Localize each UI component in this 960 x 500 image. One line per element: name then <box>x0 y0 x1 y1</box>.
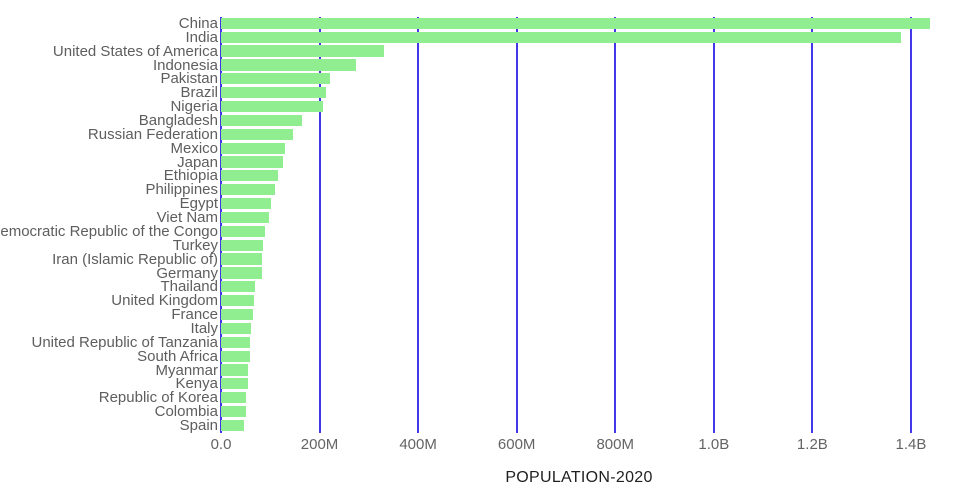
bar-iran-islamic-republic-of <box>221 253 263 265</box>
ylabel-myanmar: Myanmar <box>155 362 218 379</box>
xtick-0-0: 0.0 <box>210 436 232 453</box>
bar-republic-of-korea <box>221 392 247 404</box>
ylabel-thailand: Thailand <box>160 279 218 296</box>
bar-bangladesh <box>221 114 303 126</box>
bar-italy <box>221 322 251 334</box>
bar-democratic-republic-of-the-congo <box>221 225 266 237</box>
bar-united-republic-of-tanzania <box>221 336 251 348</box>
ylabel-pakistan: Pakistan <box>160 71 218 88</box>
ylabel-ethiopia: Ethiopia <box>163 168 218 185</box>
xtick-400m: 400M <box>399 436 437 453</box>
bar-kenya <box>221 378 248 390</box>
bar-pakistan <box>221 73 330 85</box>
ylabel-philippines: Philippines <box>145 182 218 199</box>
ylabel-united-states-of-america: United States of America <box>52 43 218 60</box>
ylabel-spain: Spain <box>179 418 218 435</box>
ylabel-turkey: Turkey <box>172 237 218 254</box>
x-axis: 0.0 200M 400M 600M 800M 1.0B 1.2B 1.4B <box>0 436 960 456</box>
gridline-800m <box>614 17 617 433</box>
gridline-1-4b <box>909 17 912 433</box>
plot-area <box>220 17 937 433</box>
bar-japan <box>221 156 284 168</box>
bar-egypt <box>221 198 272 210</box>
ylabel-south-africa: South Africa <box>137 348 218 365</box>
bar-turkey <box>221 239 263 251</box>
gridline-1-0b <box>712 17 715 433</box>
ylabel-colombia: Colombia <box>154 404 218 421</box>
bar-india <box>221 31 902 43</box>
ylabel-france: France <box>171 307 218 324</box>
ylabel-italy: Italy <box>190 321 218 337</box>
bar-spain <box>221 419 245 432</box>
ylabel-indonesia: Indonesia <box>152 57 218 74</box>
bar-brazil <box>221 87 326 99</box>
ylabel-germany: Germany <box>156 265 218 282</box>
bar-philippines <box>221 184 275 196</box>
bar-nigeria <box>221 100 323 113</box>
xtick-1-0b: 1.0B <box>698 436 730 453</box>
x-axis-title: POPULATION-2020 <box>505 469 653 486</box>
gridline-600m <box>515 17 518 433</box>
bar-thailand <box>221 281 256 293</box>
ylabel-brazil: Brazil <box>180 85 218 102</box>
gridline-200m <box>318 17 321 433</box>
ylabel-viet-nam: Viet Nam <box>156 210 218 227</box>
ylabel-united-republic-of-tanzania: United Republic of Tanzania <box>31 334 218 351</box>
bar-china <box>221 17 931 29</box>
ylabel-china: China <box>178 15 218 32</box>
bar-germany <box>221 267 263 279</box>
y-axis-category-labels: China India United States of America Indone… <box>0 0 218 500</box>
xtick-200m: 200M <box>300 436 339 453</box>
gridline-400m <box>417 17 420 433</box>
bar-myanmar <box>221 364 248 376</box>
bar-france <box>221 308 254 321</box>
ylabel-india: India <box>185 29 218 46</box>
ylabel-japan: Japan <box>177 154 218 171</box>
ylabel-democratic-republic-of-the-congo: Democratic Republic of the Congo <box>0 223 218 240</box>
ylabel-bangladesh: Bangladesh <box>138 113 218 129</box>
bar-united-states-of-america <box>221 45 385 57</box>
gridline-1-2b <box>811 17 814 433</box>
ylabel-iran-islamic-republic-of: Iran (Islamic Republic of) <box>52 251 218 268</box>
xtick-1-4b: 1.4B <box>895 436 927 453</box>
ylabel-egypt: Egypt <box>179 196 218 213</box>
ylabel-republic-of-korea: Republic of Korea <box>98 390 218 407</box>
xtick-600m: 600M <box>497 436 536 453</box>
ylabel-nigeria: Nigeria <box>170 99 218 116</box>
bar-ethiopia <box>221 170 278 182</box>
ylabel-united-kingdom: United Kingdom <box>111 293 218 310</box>
bar-colombia <box>221 406 247 418</box>
bar-indonesia <box>221 59 356 71</box>
gridline-0-0 <box>220 17 222 433</box>
bar-south-africa <box>221 350 251 362</box>
ylabel-kenya: Kenya <box>175 376 218 393</box>
bar-united-kingdom <box>221 295 255 307</box>
ylabel-russian-federation: Russian Federation <box>87 126 218 143</box>
bar-russian-federation <box>221 128 293 140</box>
xtick-800m: 800M <box>596 436 634 453</box>
ylabel-mexico: Mexico <box>170 140 218 157</box>
bar-viet-nam <box>221 211 269 224</box>
bar-mexico <box>221 142 285 154</box>
xtick-1-2b: 1.2B <box>796 436 828 453</box>
